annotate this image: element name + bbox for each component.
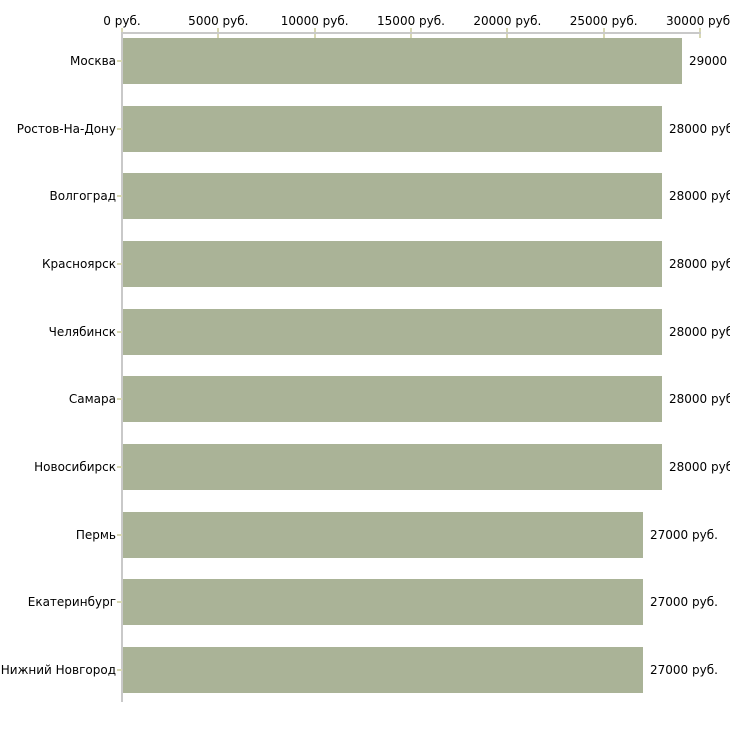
category-label: Самара bbox=[68, 392, 116, 407]
value-label: 27000 руб. bbox=[650, 527, 718, 542]
x-axis-tick-label: 25000 руб. bbox=[569, 14, 638, 28]
x-axis-tick-label: 30000 руб. bbox=[666, 14, 730, 28]
bar bbox=[123, 444, 662, 491]
category-label: Новосибирск bbox=[34, 460, 116, 475]
y-axis-line bbox=[121, 32, 123, 702]
value-label: 28000 руб. bbox=[669, 392, 730, 407]
x-axis-line bbox=[121, 32, 701, 34]
value-label: 28000 руб. bbox=[669, 121, 730, 136]
category-tick-mark bbox=[117, 330, 122, 333]
bar bbox=[123, 647, 643, 694]
bar bbox=[123, 173, 662, 220]
category-tick-mark bbox=[117, 466, 122, 469]
category-label: Волгоград bbox=[49, 189, 116, 204]
category-label: Москва bbox=[70, 54, 116, 68]
x-axis-tick-label: 15000 руб. bbox=[377, 14, 445, 28]
bar bbox=[123, 511, 643, 558]
category-tick-mark bbox=[117, 398, 122, 401]
value-label: 28000 руб. bbox=[669, 324, 730, 339]
category-tick-mark bbox=[117, 533, 122, 536]
bar bbox=[123, 241, 662, 287]
category-tick-mark bbox=[117, 195, 122, 198]
bar bbox=[123, 308, 662, 355]
category-tick-mark bbox=[117, 669, 122, 672]
category-label: Челябинск bbox=[48, 324, 116, 339]
bar bbox=[123, 105, 662, 152]
value-label: 29000 руб. bbox=[689, 54, 730, 68]
category-label: Красноярск bbox=[42, 257, 116, 271]
bar bbox=[123, 38, 682, 84]
value-label: 28000 руб. bbox=[669, 460, 730, 475]
x-axis-tick-label: 20000 руб. bbox=[473, 14, 542, 28]
category-tick-mark bbox=[117, 60, 122, 62]
category-tick-mark bbox=[117, 263, 122, 265]
x-axis-tick-label: 0 руб. bbox=[103, 14, 141, 28]
category-label: Пермь bbox=[75, 527, 116, 542]
bar bbox=[123, 579, 643, 626]
category-label: Екатеринбург bbox=[27, 595, 116, 610]
category-tick-mark bbox=[117, 127, 122, 130]
x-axis-tick-label: 10000 руб. bbox=[280, 14, 349, 28]
value-label: 28000 руб. bbox=[669, 189, 730, 204]
x-axis-tick-label: 5000 руб. bbox=[188, 14, 249, 28]
value-label: 27000 руб. bbox=[650, 595, 718, 610]
category-label: Нижний Новгород bbox=[0, 663, 116, 678]
value-label: 27000 руб. bbox=[650, 663, 718, 678]
category-label: Ростов-На-Дону bbox=[16, 121, 116, 136]
value-label: 28000 руб. bbox=[669, 257, 730, 271]
category-tick-mark bbox=[117, 601, 122, 604]
bar bbox=[123, 376, 662, 423]
